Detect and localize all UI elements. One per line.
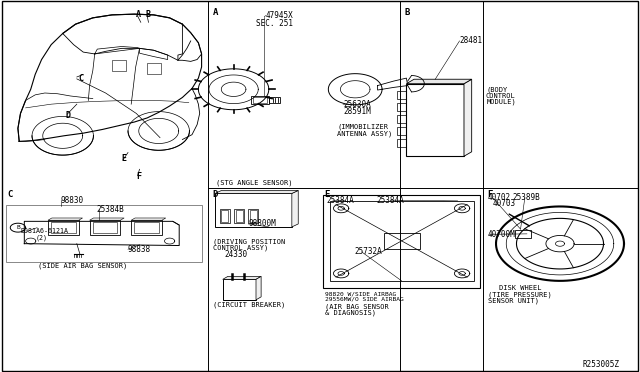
Text: (TIRE PRESSURE): (TIRE PRESSURE) [488,291,552,298]
Text: E: E [122,154,127,163]
Polygon shape [48,218,83,220]
Text: 28591M: 28591M [343,107,371,116]
Polygon shape [215,190,298,193]
Text: 25732A: 25732A [355,247,382,256]
Text: F: F [136,172,141,181]
Text: (BODY: (BODY [486,86,508,93]
Bar [147,63,161,74]
Text: (2): (2) [35,234,47,241]
Bar [134,222,159,233]
Text: 40703: 40703 [493,199,516,208]
Text: 25384B: 25384B [96,205,124,214]
Bar [221,210,228,222]
Text: B081A6-6121A: B081A6-6121A [20,228,68,234]
Bar [384,233,420,249]
Text: B: B [146,10,151,19]
Text: A: A [212,8,218,17]
Text: F: F [488,190,493,199]
Text: 98800M: 98800M [248,219,276,228]
Text: 40700M: 40700M [488,230,515,239]
Bar [131,220,162,235]
Bar [234,209,244,223]
Bar [397,127,406,135]
Text: CONTROL: CONTROL [485,93,515,99]
Text: 25384A: 25384A [376,196,404,205]
Bar [406,84,464,156]
Text: CONTROL ASSY): CONTROL ASSY) [213,245,268,251]
Text: 98838: 98838 [128,245,151,254]
Text: E: E [324,190,329,199]
Bar [269,97,280,103]
Polygon shape [406,79,472,84]
Bar [236,210,243,222]
Text: D: D [212,190,218,199]
Polygon shape [223,276,261,279]
Text: 25630A: 25630A [343,100,371,109]
Text: (SIDE AIR BAG SENSOR): (SIDE AIR BAG SENSOR) [38,263,127,269]
Bar [397,139,406,147]
Bar [93,222,117,233]
Bar [330,201,474,281]
Bar [397,103,406,111]
Bar [112,60,126,71]
Bar [51,222,76,233]
Bar [397,91,406,99]
Polygon shape [131,218,166,220]
Polygon shape [464,79,472,156]
Text: 98830: 98830 [61,196,84,205]
Polygon shape [256,276,261,300]
Bar [90,220,120,235]
Bar [250,210,257,222]
Bar [397,115,406,123]
Polygon shape [292,190,298,227]
Bar [251,96,269,104]
Bar [248,209,258,223]
Text: C: C [78,74,83,83]
Text: 29556MW/O SIDE AIRBAG: 29556MW/O SIDE AIRBAG [325,297,404,302]
Text: SEC. 251: SEC. 251 [256,19,293,28]
Bar [6,205,202,262]
Polygon shape [90,218,124,220]
Bar [515,230,531,238]
Bar [215,193,292,227]
Text: 40702: 40702 [488,193,511,202]
Text: (IMMOBILIZER: (IMMOBILIZER [337,123,388,130]
Bar [253,97,267,103]
Text: (AIR BAG SENSOR: (AIR BAG SENSOR [325,304,389,310]
Bar [220,209,230,223]
Text: B: B [16,225,20,230]
Text: C: C [8,190,13,199]
Text: B: B [404,8,410,17]
Text: D: D [65,111,70,120]
Text: (DRIVING POSITION: (DRIVING POSITION [213,238,285,245]
Bar [223,279,256,300]
Text: A: A [136,10,141,19]
Text: 24330: 24330 [224,250,247,259]
Text: & DIAGNOSIS): & DIAGNOSIS) [325,310,376,317]
Text: 25384A: 25384A [326,196,354,205]
Text: ANTENNA ASSY): ANTENNA ASSY) [337,130,392,137]
Text: DISK WHEEL: DISK WHEEL [499,285,541,291]
Text: 47945X: 47945X [266,11,293,20]
Bar [48,220,79,235]
Text: MODULE): MODULE) [486,99,516,105]
Text: R253005Z: R253005Z [582,360,620,369]
Text: 98820 W/SIDE AIRBAG: 98820 W/SIDE AIRBAG [325,291,396,296]
Bar [323,195,480,288]
Text: (CIRCUIT BREAKER): (CIRCUIT BREAKER) [213,302,285,308]
Text: SENSOR UNIT): SENSOR UNIT) [488,298,539,304]
Text: (STG ANGLE SENSOR): (STG ANGLE SENSOR) [216,180,292,186]
Text: 28481: 28481 [460,36,483,45]
Text: 25389B: 25389B [512,193,540,202]
